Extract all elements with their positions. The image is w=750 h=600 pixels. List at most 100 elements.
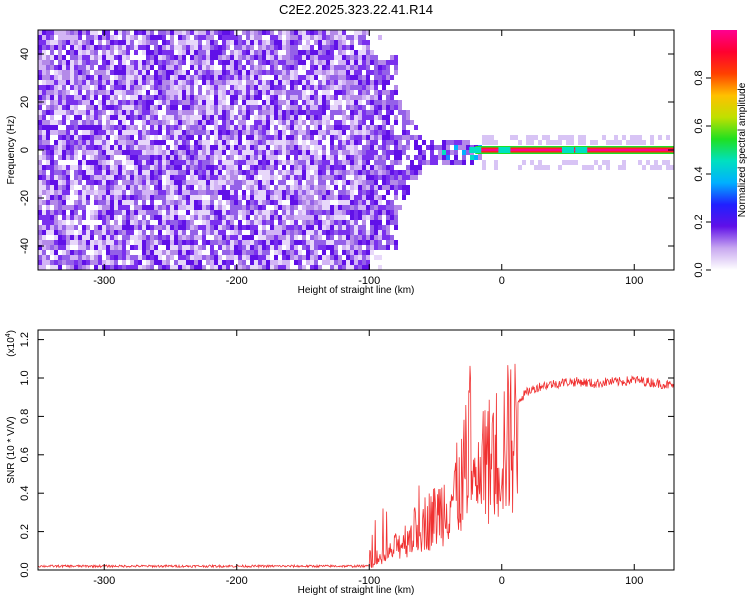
spectrogram-cell [318,125,322,130]
spectrogram-cell [222,195,226,200]
spectrogram-cell [102,175,106,180]
spectrogram-cell [350,55,354,60]
spectrogram-cell [78,60,82,65]
spectrogram-cell [74,205,78,210]
spectrogram-cell [250,100,254,105]
spectrogram-cell [158,35,162,40]
spectrogram-cell [138,115,142,120]
spectrogram-cell [470,160,474,165]
spectrogram-cell [66,95,70,100]
spectrogram-cell [86,45,90,50]
spectrogram-cell [290,240,294,245]
spectrogram-cell [370,50,374,55]
spectrogram-cell [302,130,306,135]
spectrogram-cell [38,145,42,150]
spectrogram-cell [386,215,390,220]
spectrogram-cell [370,145,374,150]
spectrogram-cell [182,225,186,230]
spectrogram-cell [74,240,78,245]
spectrogram-cell [294,165,298,170]
spectrogram-cell [210,75,214,80]
spectrogram-cell [158,50,162,55]
spectrogram-cell [274,155,278,160]
spectrogram-cell [42,265,46,270]
spectrogram-cell [322,225,326,230]
spectrogram-cell [402,110,406,115]
spectrogram-cell [74,65,78,70]
spectrogram-cell [162,155,166,160]
spectrogram-cell [342,170,346,175]
spectrogram-cell [314,130,318,135]
spectrogram-cell [146,135,150,140]
spectrogram-cell [138,110,142,115]
spectrogram-cell [58,155,62,160]
spectrogram-cell [182,220,186,225]
spectrogram-cell [42,165,46,170]
spectrogram-cell [394,90,398,95]
spectrogram-cell [166,215,170,220]
spectrogram-cell [106,250,110,255]
spectrogram-cell [366,235,370,240]
spectrogram-cell [182,160,186,165]
spectrogram-cell [70,140,74,145]
spectrogram-cell [46,140,50,145]
spectrogram-cell [70,130,74,135]
spectrogram-cell [306,175,310,180]
spectrogram-cell [130,140,134,145]
spectrogram-cell [406,115,410,120]
spectrogram-cell [238,150,242,155]
spectrogram-cell [522,160,526,165]
spectrogram-cell [222,145,226,150]
spectrogram-cell [114,125,118,130]
spectrogram-cell [330,75,334,80]
spectrogram-cell [302,240,306,245]
spectrogram-cell [318,235,322,240]
spectrogram-cell [314,200,318,205]
spectrogram-cell [50,210,54,215]
spectrogram-cell [38,75,42,80]
spectrogram-cell [86,200,90,205]
spectrogram-cell [262,240,266,245]
spectrogram-cell [274,80,278,85]
spectrogram-cell [274,205,278,210]
spectrogram-cell [86,95,90,100]
spectrogram-cell [170,235,174,240]
spectrogram-cell [110,170,114,175]
spectrogram-cell [102,130,106,135]
spectrogram-cell [342,235,346,240]
spectrogram-cell [118,85,122,90]
spectrogram-cell [90,185,94,190]
spectrogram-cell [182,170,186,175]
spectrogram-cell [38,115,42,120]
spectrogram-cell [422,155,426,160]
spectrogram-cell [174,115,178,120]
spectrogram-cell [314,245,318,250]
spectrogram-cell [122,110,126,115]
spectrogram-cell [202,45,206,50]
spectrogram-cell [134,105,138,110]
spectrogram-cell [78,250,82,255]
spectrogram-cell [178,215,182,220]
spectrogram-cell [106,140,110,145]
spectrogram-cell [306,50,310,55]
spectrogram-cell [218,165,222,170]
spectrogram-cell [238,160,242,165]
spectrogram-cell [70,40,74,45]
spectrogram-cell [166,120,170,125]
spectrogram-cell [106,185,110,190]
spectrogram-cell [286,245,290,250]
spectrogram-cell [306,230,310,235]
spectrogram-cell [298,90,302,95]
spectrogram-cell [462,160,466,165]
spectrogram-cell [42,75,46,80]
spectrogram-cell [254,250,258,255]
spectrogram-cell [370,205,374,210]
spectrogram-cell [238,135,242,140]
spectrogram-cell [150,175,154,180]
spectrogram-cell [122,45,126,50]
spectrogram-cell [230,175,234,180]
spectrogram-cell [190,65,194,70]
spectrogram-cell [170,245,174,250]
spectrogram-cell [50,230,54,235]
spectrogram-cell [422,150,426,155]
